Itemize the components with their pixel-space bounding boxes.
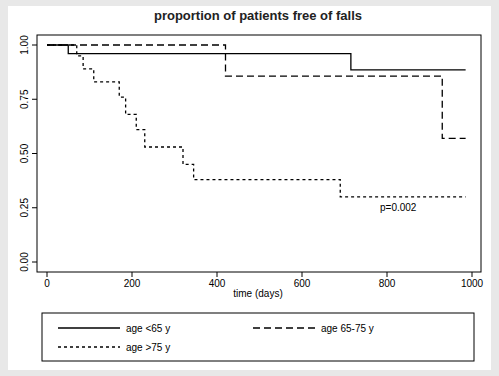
plot-frame	[37, 35, 481, 272]
x-tick-label: 800	[379, 278, 396, 289]
graph-region	[8, 6, 491, 370]
legend-label: age <65 y	[126, 323, 170, 334]
y-tick	[32, 99, 37, 100]
x-tick-label: 200	[124, 278, 141, 289]
x-axis-label: time (days)	[233, 288, 282, 299]
x-tick	[302, 272, 303, 277]
survival-curve	[47, 45, 466, 197]
y-tick-label: 0.00	[19, 252, 30, 272]
legend-key	[253, 327, 315, 328]
x-tick-label: 0	[44, 278, 50, 289]
background	[0, 0, 499, 376]
y-tick-label: 0.50	[19, 143, 30, 163]
x-tick	[217, 272, 218, 277]
legend-box	[42, 313, 474, 361]
y-tick	[32, 262, 37, 263]
x-tick	[472, 272, 473, 277]
x-tick-label: 1000	[461, 278, 484, 289]
legend-key	[58, 327, 120, 328]
legend-label: age 65-75 y	[321, 323, 374, 334]
y-tick	[32, 45, 37, 46]
chart: proportion of patients free of falls 0.00…	[0, 0, 499, 376]
x-tick-label: 400	[209, 278, 226, 289]
y-tick	[32, 207, 37, 208]
y-tick-label: 0.25	[19, 198, 30, 218]
series-group	[47, 45, 466, 197]
y-tick-label: 0.75	[19, 89, 30, 109]
x-tick-label: 600	[294, 278, 311, 289]
x-tick	[47, 272, 48, 277]
x-tick	[132, 272, 133, 277]
y-tick	[32, 153, 37, 154]
legend-label: age >75 y	[126, 342, 170, 353]
survival-curve	[47, 45, 466, 138]
title: proportion of patients free of falls	[154, 8, 362, 23]
survival-curve	[47, 45, 466, 70]
legend-key	[58, 346, 120, 347]
annotation: p=0.002	[380, 202, 417, 213]
y-tick-label: 1.00	[19, 35, 30, 55]
x-tick	[387, 272, 388, 277]
